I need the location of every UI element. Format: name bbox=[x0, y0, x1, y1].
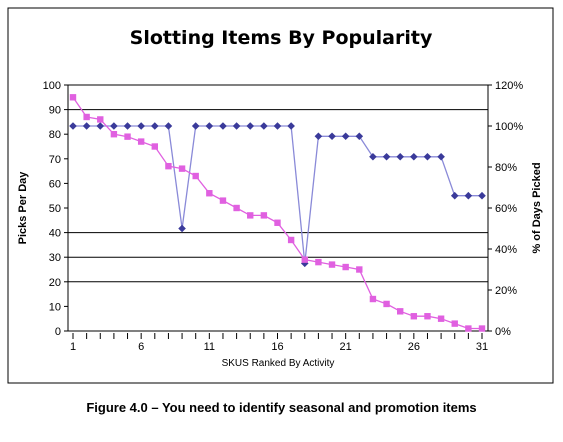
data-point-diamond bbox=[246, 122, 255, 130]
data-point-square bbox=[192, 172, 199, 180]
data-point-diamond bbox=[178, 224, 186, 233]
data-point-diamond bbox=[110, 122, 118, 130]
y-tick-label: 10 bbox=[49, 301, 61, 313]
y2-tick-label: 80% bbox=[495, 162, 517, 174]
data-point-diamond bbox=[205, 122, 214, 130]
y-axis-label: Picks Per Day bbox=[17, 171, 29, 245]
chart-title: Slotting Items By Popularity bbox=[130, 27, 433, 49]
data-point-square bbox=[165, 162, 172, 170]
x-tick-label: 11 bbox=[204, 341, 215, 353]
data-point-diamond bbox=[219, 122, 227, 130]
y2-axis-label: % of Days Picked bbox=[531, 162, 543, 253]
data-point-diamond bbox=[96, 122, 105, 130]
y-tick-label: 40 bbox=[49, 228, 61, 240]
y2-tick-label: 0% bbox=[495, 326, 511, 338]
data-point-square bbox=[465, 325, 472, 332]
data-point-diamond bbox=[396, 152, 404, 161]
x-tick-label: 1 bbox=[70, 341, 76, 353]
data-point-square bbox=[178, 165, 186, 172]
data-point-square bbox=[124, 133, 131, 140]
y2-tick-label: 40% bbox=[495, 244, 517, 256]
data-point-square bbox=[315, 258, 322, 266]
data-point-square bbox=[260, 212, 268, 219]
data-point-diamond bbox=[437, 152, 445, 161]
data-point-diamond bbox=[260, 122, 268, 130]
y-tick-label: 90 bbox=[49, 105, 61, 117]
data-point-square bbox=[478, 325, 486, 332]
y-tick-label: 80 bbox=[49, 129, 61, 141]
data-point-square bbox=[287, 236, 295, 244]
data-point-square bbox=[301, 256, 308, 263]
data-point-square bbox=[437, 315, 445, 322]
data-point-diamond bbox=[450, 191, 459, 200]
data-point-square bbox=[451, 320, 458, 327]
data-point-diamond bbox=[232, 122, 241, 130]
data-point-square bbox=[383, 300, 390, 308]
data-point-square bbox=[356, 266, 363, 273]
data-point-diamond bbox=[464, 191, 473, 200]
data-point-square bbox=[369, 295, 377, 303]
y-tick-label: 70 bbox=[49, 154, 61, 166]
data-point-diamond bbox=[328, 132, 336, 141]
data-point-diamond bbox=[123, 122, 132, 130]
x-tick-label: 26 bbox=[408, 341, 420, 353]
y-tick-label: 100 bbox=[43, 80, 61, 92]
figure-caption: Figure 4.0 – You need to identify season… bbox=[86, 400, 477, 415]
y-tick-label: 50 bbox=[49, 203, 61, 215]
y-tick-label: 0 bbox=[55, 326, 61, 338]
data-point-diamond bbox=[300, 259, 309, 268]
data-point-square bbox=[97, 116, 104, 123]
x-tick-label: 21 bbox=[340, 341, 352, 353]
data-point-diamond bbox=[410, 152, 418, 161]
data-point-square bbox=[110, 131, 118, 138]
x-tick-label: 6 bbox=[138, 341, 144, 353]
y2-tick-label: 60% bbox=[495, 203, 517, 215]
data-point-diamond bbox=[382, 152, 391, 161]
y-tick-label: 60 bbox=[49, 178, 61, 190]
data-point-square bbox=[206, 190, 213, 197]
data-point-square bbox=[83, 113, 90, 121]
data-point-diamond bbox=[287, 122, 295, 130]
data-point-square bbox=[151, 143, 158, 150]
x-tick-label: 16 bbox=[271, 341, 283, 353]
y2-tick-label: 20% bbox=[495, 285, 517, 297]
data-point-diamond bbox=[423, 152, 432, 161]
y2-tick-label: 100% bbox=[495, 121, 523, 133]
data-point-diamond bbox=[164, 122, 173, 130]
data-point-diamond bbox=[478, 191, 486, 200]
data-point-diamond bbox=[82, 122, 91, 130]
data-point-diamond bbox=[341, 132, 350, 141]
y2-tick-label: 120% bbox=[495, 80, 523, 92]
data-point-diamond bbox=[355, 132, 364, 141]
data-point-square bbox=[137, 138, 145, 145]
x-axis-label: SKUS Ranked By Activity bbox=[222, 358, 335, 369]
data-point-diamond bbox=[151, 122, 159, 130]
data-point-square bbox=[424, 313, 431, 320]
data-point-square bbox=[410, 313, 418, 320]
data-point-square bbox=[274, 219, 281, 226]
data-point-square bbox=[233, 204, 240, 212]
data-point-diamond bbox=[273, 122, 282, 130]
x-tick-label: 31 bbox=[476, 341, 488, 353]
data-point-diamond bbox=[137, 122, 145, 130]
data-point-square bbox=[342, 263, 349, 271]
y-tick-label: 20 bbox=[49, 277, 61, 289]
data-point-square bbox=[397, 308, 404, 315]
data-point-square bbox=[69, 94, 77, 101]
data-point-square bbox=[219, 197, 227, 204]
data-point-square bbox=[328, 261, 336, 268]
data-point-diamond bbox=[69, 122, 77, 130]
data-point-diamond bbox=[314, 132, 323, 141]
data-point-diamond bbox=[191, 122, 200, 130]
data-point-diamond bbox=[369, 152, 377, 161]
data-point-square bbox=[247, 212, 254, 219]
y-tick-label: 30 bbox=[49, 252, 61, 264]
